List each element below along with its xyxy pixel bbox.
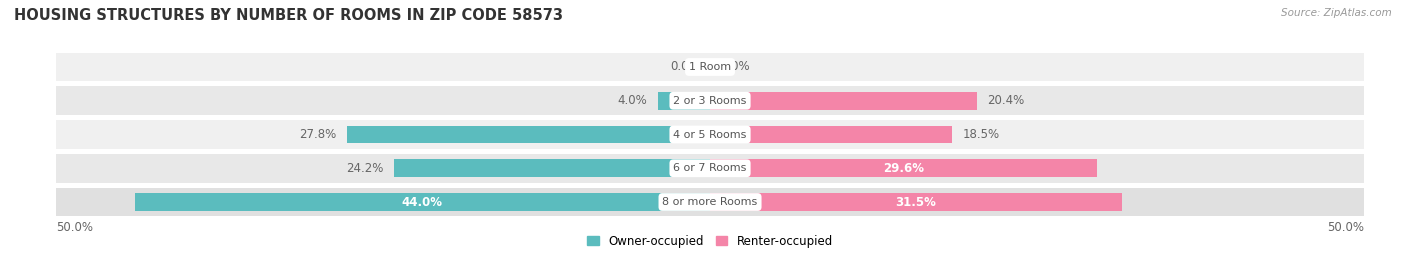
Text: 8 or more Rooms: 8 or more Rooms bbox=[662, 197, 758, 207]
Text: 4 or 5 Rooms: 4 or 5 Rooms bbox=[673, 129, 747, 140]
Text: 6 or 7 Rooms: 6 or 7 Rooms bbox=[673, 163, 747, 173]
Text: 44.0%: 44.0% bbox=[402, 196, 443, 208]
Text: 24.2%: 24.2% bbox=[346, 162, 382, 175]
Text: 29.6%: 29.6% bbox=[883, 162, 924, 175]
Text: 4.0%: 4.0% bbox=[617, 94, 647, 107]
Text: 50.0%: 50.0% bbox=[1327, 221, 1364, 233]
Bar bbox=[56, 188, 1364, 216]
Text: 31.5%: 31.5% bbox=[896, 196, 936, 208]
Text: 0.0%: 0.0% bbox=[669, 61, 700, 73]
Bar bbox=[658, 92, 710, 109]
Text: 0.0%: 0.0% bbox=[720, 61, 751, 73]
Text: 1 Room: 1 Room bbox=[689, 62, 731, 72]
Bar bbox=[346, 126, 710, 143]
Bar bbox=[710, 126, 952, 143]
Bar bbox=[710, 160, 1097, 177]
Bar bbox=[135, 193, 710, 211]
Bar bbox=[56, 53, 1364, 81]
Text: 50.0%: 50.0% bbox=[56, 221, 93, 233]
Text: 18.5%: 18.5% bbox=[962, 128, 1000, 141]
Text: 27.8%: 27.8% bbox=[299, 128, 336, 141]
Bar bbox=[394, 160, 710, 177]
Bar bbox=[710, 92, 977, 109]
Bar bbox=[710, 193, 1122, 211]
Text: 20.4%: 20.4% bbox=[987, 94, 1025, 107]
Text: HOUSING STRUCTURES BY NUMBER OF ROOMS IN ZIP CODE 58573: HOUSING STRUCTURES BY NUMBER OF ROOMS IN… bbox=[14, 8, 562, 23]
Legend: Owner-occupied, Renter-occupied: Owner-occupied, Renter-occupied bbox=[582, 230, 838, 253]
Text: Source: ZipAtlas.com: Source: ZipAtlas.com bbox=[1281, 8, 1392, 18]
Bar bbox=[56, 154, 1364, 183]
Text: 2 or 3 Rooms: 2 or 3 Rooms bbox=[673, 96, 747, 106]
Bar bbox=[56, 120, 1364, 149]
Bar bbox=[56, 86, 1364, 115]
